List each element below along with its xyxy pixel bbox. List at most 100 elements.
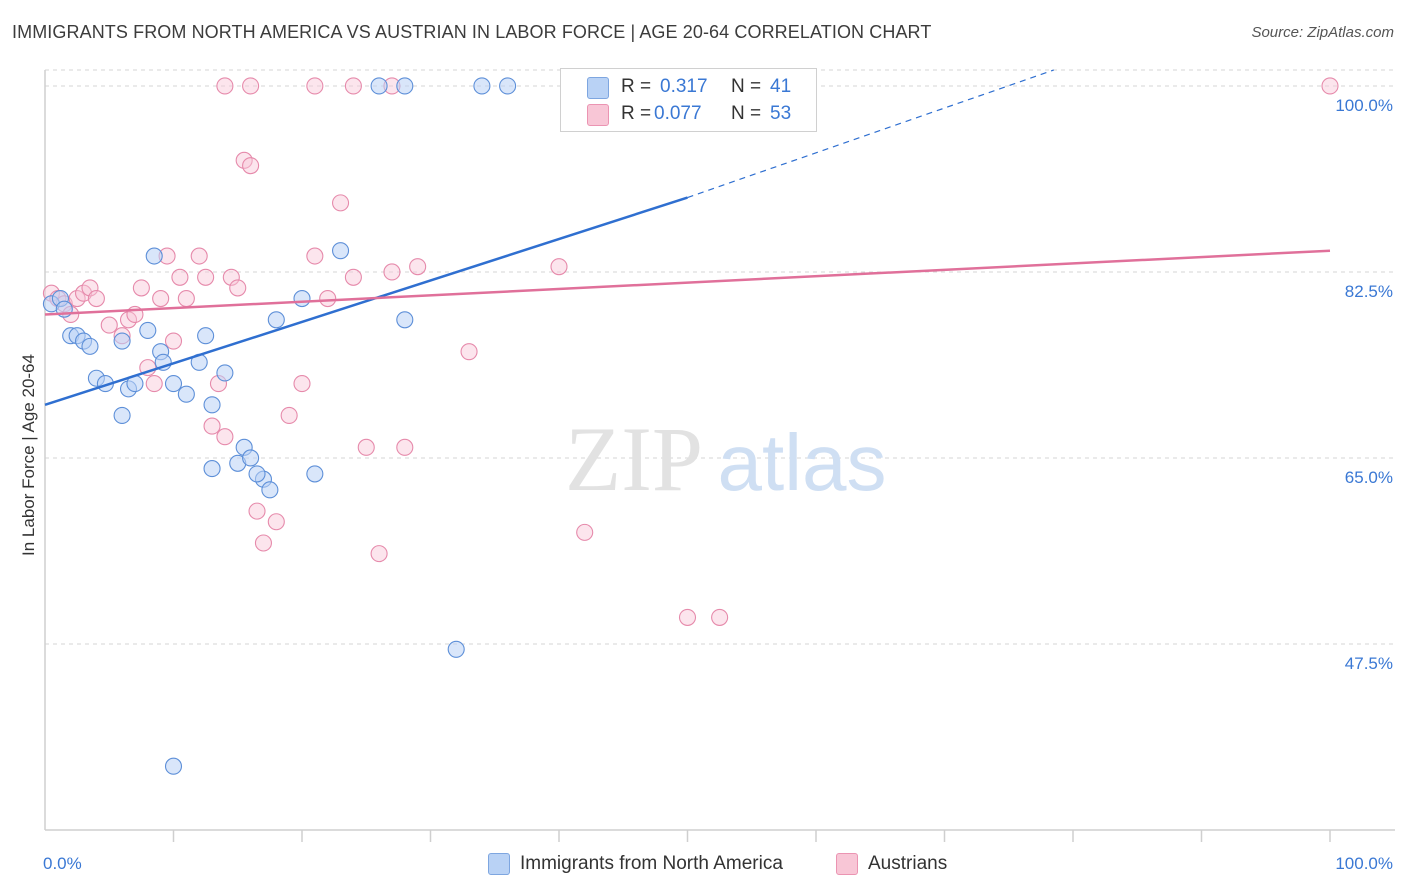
y-tick-label: 47.5% bbox=[1345, 654, 1393, 673]
immigrants-point bbox=[139, 321, 157, 339]
watermark-atlas: atlas bbox=[718, 418, 887, 507]
austrians-point bbox=[222, 268, 240, 286]
austrians-point bbox=[248, 502, 266, 520]
immigrants-point bbox=[267, 311, 285, 329]
y-tick-label: 100.0% bbox=[1335, 96, 1393, 115]
immigrants-point bbox=[164, 757, 183, 775]
austrians-point bbox=[357, 438, 375, 456]
legend-n-label-1: N = bbox=[731, 76, 762, 97]
austrians-point bbox=[460, 343, 478, 361]
austrians-point bbox=[550, 258, 568, 276]
legend-r-value-1: 0.317 bbox=[660, 76, 708, 97]
trendline-austrians bbox=[44, 249, 1331, 316]
austrians-point bbox=[145, 375, 163, 393]
immigrants-point bbox=[293, 289, 311, 308]
immigrants-point bbox=[396, 77, 414, 95]
austrians-point bbox=[132, 279, 150, 297]
austrians-point bbox=[203, 417, 221, 435]
immigrants-points bbox=[42, 77, 517, 775]
immigrants-point bbox=[370, 77, 388, 95]
legend-n-value-2: 53 bbox=[770, 103, 792, 124]
immigrants-point bbox=[242, 449, 260, 467]
austrians-point bbox=[190, 247, 208, 265]
austrians-point bbox=[344, 77, 362, 95]
austrians-point bbox=[319, 289, 337, 308]
immigrants-point bbox=[113, 332, 131, 350]
immigrants-point bbox=[261, 481, 279, 499]
immigrants-point bbox=[306, 465, 324, 483]
tick-labels: 47.5% 65.0% 82.5% 100.0% 0.0% 100.0% bbox=[43, 96, 1393, 873]
immigrants-point bbox=[81, 337, 99, 355]
austrians-point bbox=[177, 289, 195, 308]
austrians-point bbox=[678, 608, 697, 626]
austrians-point bbox=[293, 375, 311, 393]
x-tick-label: 0.0% bbox=[43, 854, 82, 873]
austrians-points bbox=[42, 77, 1339, 626]
legend-n-label-2: N = bbox=[731, 103, 762, 124]
immigrants-point bbox=[177, 385, 195, 403]
immigrants-point bbox=[113, 406, 131, 425]
immigrants-point bbox=[499, 77, 517, 95]
trendline-immigrants bbox=[44, 196, 688, 407]
y-axis-label: In Labor Force | Age 20-64 bbox=[19, 354, 38, 556]
austrians-point bbox=[164, 332, 183, 350]
bottom-legend-label-austrians: Austrians bbox=[868, 853, 948, 874]
legend-r-label-1: R = bbox=[621, 76, 652, 97]
trendline-immigrants-extension bbox=[687, 69, 1054, 199]
bottom-legend-austrians: Austrians bbox=[836, 851, 947, 877]
austrians-point bbox=[197, 268, 215, 286]
austrians-point bbox=[383, 263, 401, 281]
y-tick-label: 82.5% bbox=[1345, 282, 1393, 301]
austrians-point bbox=[306, 247, 324, 265]
x-tick-label: 100.0% bbox=[1335, 854, 1393, 873]
austrians-point bbox=[87, 289, 105, 308]
legend-n-value-1: 41 bbox=[770, 76, 792, 97]
austrians-point bbox=[100, 316, 118, 334]
immigrants-point bbox=[197, 327, 215, 345]
immigrants-point bbox=[203, 460, 221, 478]
legend-r-label-2: R = bbox=[621, 103, 652, 124]
austrians-point bbox=[306, 77, 324, 95]
correlation-legend: R = 0.317 N = 41 R = 0.077 N = 53 bbox=[560, 68, 817, 132]
austrians-point bbox=[267, 513, 285, 531]
austrians-point bbox=[396, 438, 414, 456]
legend-r-value-2: 0.077 bbox=[654, 103, 702, 124]
trendlines bbox=[44, 69, 1331, 407]
immigrants-point bbox=[331, 242, 350, 260]
austrians-point bbox=[711, 608, 729, 626]
austrians-point bbox=[242, 77, 260, 95]
immigrants-point bbox=[216, 364, 234, 382]
bottom-legend-swatch-pink bbox=[836, 853, 858, 875]
austrians-point bbox=[331, 194, 350, 212]
bottom-legend-label-immigrants: Immigrants from North America bbox=[520, 853, 783, 874]
austrians-point bbox=[1321, 77, 1339, 95]
axes bbox=[44, 70, 1395, 842]
austrians-point bbox=[216, 77, 234, 95]
austrians-point bbox=[409, 258, 427, 276]
immigrants-point bbox=[164, 375, 183, 393]
bottom-legend-swatch-blue bbox=[488, 853, 510, 875]
immigrants-point bbox=[447, 640, 465, 658]
austrians-point bbox=[81, 279, 99, 297]
austrians-point bbox=[242, 157, 260, 175]
austrians-point bbox=[576, 523, 594, 541]
austrians-point bbox=[280, 406, 298, 425]
austrians-point bbox=[229, 279, 247, 297]
immigrants-point bbox=[396, 311, 414, 329]
austrians-point bbox=[152, 289, 170, 308]
immigrants-point bbox=[203, 396, 221, 414]
bottom-legend-immigrants: Immigrants from North America bbox=[488, 851, 783, 877]
watermark-zip: ZIP bbox=[565, 408, 703, 510]
y-tick-label: 65.0% bbox=[1345, 468, 1393, 487]
immigrants-point bbox=[145, 247, 163, 265]
source-label: Source: ZipAtlas.com bbox=[1251, 24, 1394, 41]
chart-title: IMMIGRANTS FROM NORTH AMERICA VS AUSTRIA… bbox=[12, 22, 932, 42]
legend-swatch-pink bbox=[587, 104, 609, 126]
austrians-point bbox=[344, 268, 362, 286]
austrians-point bbox=[171, 268, 189, 286]
austrians-point bbox=[370, 545, 388, 563]
austrians-point bbox=[216, 428, 234, 446]
austrians-point bbox=[254, 534, 273, 552]
immigrants-point bbox=[473, 77, 491, 95]
